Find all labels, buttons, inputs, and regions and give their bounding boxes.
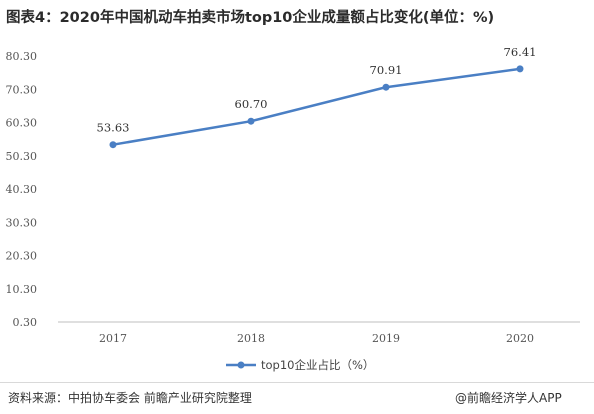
y-tick-label: 50.30 xyxy=(6,150,38,163)
data-labels: 53.63 60.70 70.91 76.41 xyxy=(97,45,537,135)
y-tick-label: 80.30 xyxy=(6,50,38,63)
chart-title: 图表4：2020年中国机动车拍卖市场top10企业成量额占比变化(单位：%) xyxy=(6,10,495,26)
source-note: 资料来源：中拍协车委会 前瞻产业研究院整理 xyxy=(8,391,252,405)
x-tick-label: 2020 xyxy=(506,332,534,345)
footer-divider xyxy=(0,382,594,383)
data-point xyxy=(109,141,117,149)
line-chart: 80.30 70.30 60.30 50.30 40.30 30.30 20.30 10.30… xyxy=(6,45,580,372)
x-axis: 2017 2018 2019 2020 xyxy=(99,332,534,345)
y-tick-label: 20.30 xyxy=(6,250,38,263)
data-point xyxy=(382,83,390,91)
x-tick-label: 2019 xyxy=(372,332,400,345)
data-label: 70.91 xyxy=(370,63,403,77)
data-label: 60.70 xyxy=(235,97,268,111)
y-tick-label: 60.30 xyxy=(6,117,38,130)
brand-credit: @前瞻经济学人APP xyxy=(455,391,562,405)
y-tick-label: 0.30 xyxy=(13,316,38,329)
legend-dot-marker xyxy=(237,361,245,369)
x-tick-label: 2018 xyxy=(237,332,265,345)
data-label: 76.41 xyxy=(504,45,537,59)
y-axis: 80.30 70.30 60.30 50.30 40.30 30.30 20.30 10.30… xyxy=(6,50,38,329)
data-label: 53.63 xyxy=(97,121,130,135)
series-line xyxy=(112,67,521,146)
y-tick-label: 30.30 xyxy=(6,216,38,229)
series-group xyxy=(109,65,524,149)
data-point xyxy=(247,117,255,125)
y-tick-label: 10.30 xyxy=(6,283,38,296)
legend: top10企业占比（%） xyxy=(226,358,374,372)
y-tick-label: 40.30 xyxy=(6,183,38,196)
y-tick-label: 70.30 xyxy=(6,83,38,96)
legend-label: top10企业占比（%） xyxy=(261,358,374,372)
data-point xyxy=(516,65,524,73)
x-tick-label: 2017 xyxy=(99,332,127,345)
